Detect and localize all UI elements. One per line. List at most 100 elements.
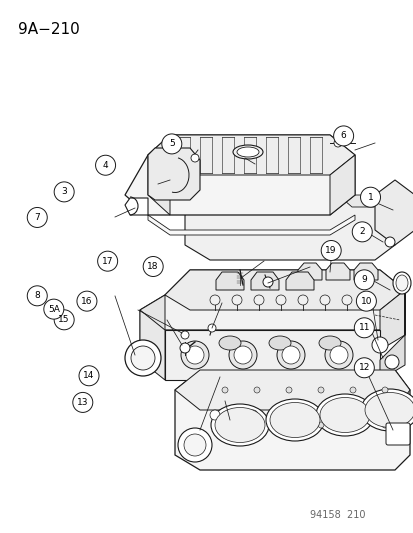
FancyBboxPatch shape	[385, 423, 409, 445]
Circle shape	[324, 341, 352, 369]
Circle shape	[228, 341, 256, 369]
Text: 17: 17	[102, 257, 113, 265]
Circle shape	[73, 392, 93, 413]
Circle shape	[209, 410, 219, 420]
Circle shape	[143, 256, 163, 277]
Circle shape	[233, 346, 252, 364]
Circle shape	[323, 410, 333, 420]
Text: 6: 6	[340, 132, 346, 140]
Circle shape	[384, 237, 394, 247]
Polygon shape	[147, 135, 354, 175]
Polygon shape	[230, 195, 267, 207]
Polygon shape	[147, 148, 199, 200]
Circle shape	[354, 358, 373, 378]
Polygon shape	[285, 272, 313, 290]
Circle shape	[27, 207, 47, 228]
Polygon shape	[125, 135, 354, 215]
Circle shape	[285, 410, 295, 420]
Circle shape	[97, 251, 117, 271]
Polygon shape	[175, 370, 409, 470]
Circle shape	[341, 295, 351, 305]
Circle shape	[399, 410, 409, 420]
Circle shape	[77, 291, 97, 311]
Polygon shape	[147, 215, 354, 235]
Text: 10: 10	[360, 297, 371, 305]
Text: 3: 3	[61, 188, 67, 196]
Circle shape	[54, 310, 74, 330]
Text: 18: 18	[147, 262, 159, 271]
Polygon shape	[297, 263, 321, 280]
Circle shape	[27, 286, 47, 306]
Circle shape	[351, 222, 371, 242]
Circle shape	[285, 422, 291, 428]
Circle shape	[44, 299, 64, 319]
Circle shape	[131, 346, 154, 370]
Polygon shape	[165, 330, 379, 380]
Ellipse shape	[395, 275, 407, 291]
Text: 4: 4	[102, 161, 108, 169]
Circle shape	[262, 277, 272, 287]
Circle shape	[319, 295, 329, 305]
Circle shape	[384, 355, 398, 369]
Polygon shape	[250, 272, 278, 290]
Circle shape	[79, 366, 99, 386]
Ellipse shape	[319, 398, 369, 432]
Polygon shape	[216, 272, 243, 290]
Circle shape	[317, 422, 323, 428]
Ellipse shape	[266, 399, 323, 441]
Ellipse shape	[268, 336, 290, 350]
Text: 1: 1	[367, 193, 373, 201]
Polygon shape	[379, 290, 404, 350]
Text: 94158  210: 94158 210	[309, 510, 365, 520]
Polygon shape	[374, 180, 413, 245]
Ellipse shape	[269, 402, 319, 438]
Circle shape	[221, 422, 228, 428]
Circle shape	[275, 295, 285, 305]
Text: 8: 8	[34, 292, 40, 300]
Circle shape	[180, 331, 189, 339]
Circle shape	[185, 346, 204, 364]
Polygon shape	[140, 270, 404, 330]
Circle shape	[276, 341, 304, 369]
Circle shape	[178, 428, 211, 462]
Circle shape	[207, 324, 216, 332]
Circle shape	[183, 434, 206, 456]
Polygon shape	[185, 200, 394, 260]
Polygon shape	[175, 370, 409, 410]
Circle shape	[180, 343, 190, 353]
Text: 16: 16	[81, 297, 93, 305]
Text: 9: 9	[361, 276, 366, 284]
Polygon shape	[125, 198, 147, 215]
Circle shape	[281, 346, 299, 364]
Ellipse shape	[214, 408, 264, 442]
Circle shape	[297, 295, 307, 305]
Text: 12: 12	[358, 364, 369, 372]
Circle shape	[180, 341, 209, 369]
Ellipse shape	[364, 392, 413, 427]
Circle shape	[54, 182, 74, 202]
Text: 14: 14	[83, 372, 95, 380]
Text: 2: 2	[358, 228, 364, 236]
Polygon shape	[325, 263, 349, 280]
Ellipse shape	[233, 145, 262, 159]
Text: 7: 7	[34, 213, 40, 222]
Ellipse shape	[360, 389, 413, 431]
Ellipse shape	[318, 336, 340, 350]
Text: 5: 5	[169, 140, 174, 148]
Circle shape	[354, 270, 373, 290]
Circle shape	[361, 410, 371, 420]
Circle shape	[320, 240, 340, 261]
Circle shape	[247, 410, 257, 420]
Polygon shape	[343, 195, 381, 207]
Polygon shape	[165, 270, 404, 310]
Circle shape	[317, 387, 323, 393]
Ellipse shape	[315, 394, 373, 436]
Circle shape	[95, 155, 115, 175]
Circle shape	[285, 387, 291, 393]
Circle shape	[381, 422, 387, 428]
Text: 13: 13	[77, 398, 88, 407]
Circle shape	[381, 387, 387, 393]
Circle shape	[209, 295, 219, 305]
Circle shape	[231, 295, 242, 305]
Circle shape	[371, 337, 387, 353]
